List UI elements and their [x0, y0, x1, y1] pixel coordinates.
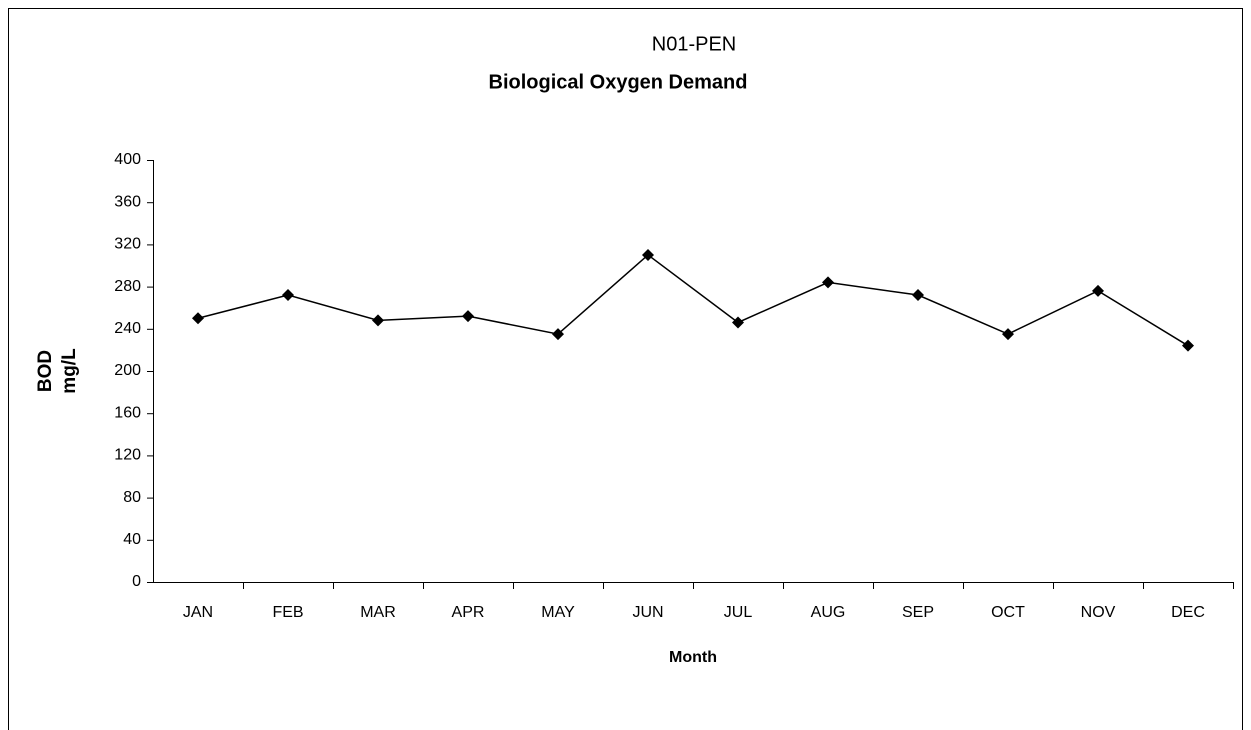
x-tick-label: APR — [452, 604, 485, 621]
data-marker — [462, 310, 474, 323]
data-marker — [1182, 339, 1194, 352]
data-marker — [1092, 284, 1104, 297]
x-tick-label: DEC — [1171, 604, 1205, 621]
y-tick-label: 120 — [114, 447, 141, 464]
data-marker — [732, 316, 744, 329]
y-tick-label: 0 — [132, 573, 141, 590]
y-tick-label: 40 — [123, 531, 141, 548]
y-axis-label: mg/L — [59, 348, 80, 394]
data-marker — [372, 314, 384, 327]
data-line — [197, 253, 1189, 347]
data-marker — [642, 248, 654, 261]
x-tick-label: SEP — [902, 604, 934, 621]
x-tick-label: AUG — [811, 604, 846, 621]
y-axis-label: BOD — [35, 350, 56, 392]
chart-border — [8, 8, 1243, 730]
x-tick-label: FEB — [272, 604, 303, 621]
chart-title: N01-PEN — [652, 33, 736, 55]
x-tick-label: NOV — [1081, 604, 1116, 621]
x-tick-label: JAN — [183, 604, 213, 621]
x-tick-label: MAR — [360, 604, 396, 621]
x-tick-label: MAY — [541, 604, 575, 621]
y-tick-label: 80 — [123, 489, 141, 506]
x-tick-label: JUL — [724, 604, 753, 621]
x-axis-label: Month — [669, 649, 717, 666]
data-marker — [822, 276, 834, 289]
data-marker — [552, 328, 564, 341]
data-marker — [192, 312, 204, 325]
y-tick-label: 400 — [114, 151, 141, 168]
y-tick-label: 360 — [114, 193, 141, 210]
y-tick-label: 240 — [114, 320, 141, 337]
x-tick-label: JUN — [632, 604, 663, 621]
data-marker — [1002, 328, 1014, 341]
data-marker — [912, 289, 924, 302]
y-tick-label: 320 — [114, 236, 141, 253]
y-tick-label: 200 — [114, 362, 141, 379]
data-marker — [282, 289, 294, 302]
y-tick-label: 160 — [114, 404, 141, 421]
y-tick-label: 280 — [114, 278, 141, 295]
chart-subtitle: Biological Oxygen Demand — [489, 71, 748, 93]
x-tick-label: OCT — [991, 604, 1025, 621]
